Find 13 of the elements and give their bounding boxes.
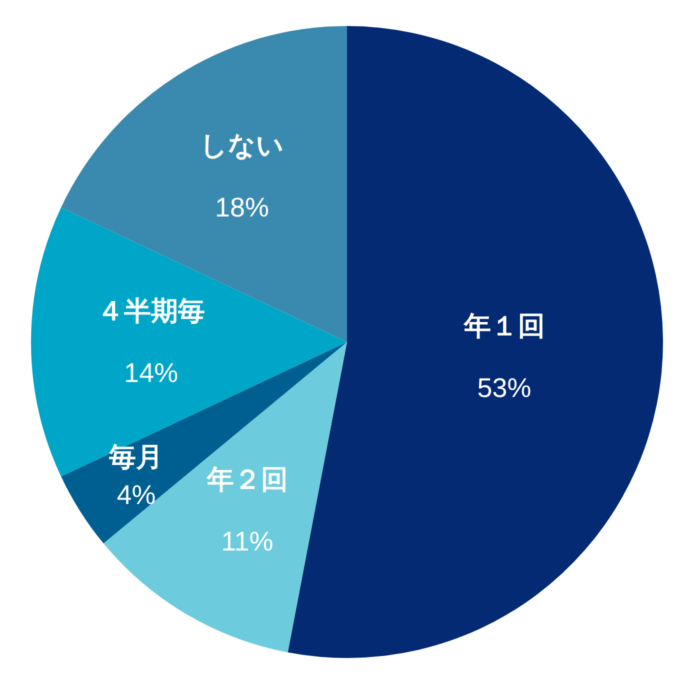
slice-label: しない — [200, 130, 284, 161]
slice-label: 年２回 — [206, 464, 288, 495]
data-label: 11% — [221, 526, 274, 557]
pie-slice — [104, 342, 347, 652]
data-label: 14% — [124, 358, 178, 388]
data-label: 18% — [214, 192, 270, 223]
pie-slice — [61, 26, 347, 342]
slice-label: 毎月 — [108, 442, 164, 472]
data-label: 53% — [477, 372, 532, 403]
slice-label: ４半期毎 — [97, 296, 206, 326]
data-label: 4% — [116, 480, 156, 510]
slice-label: 年１回 — [462, 310, 545, 341]
pie-slice — [288, 26, 663, 658]
